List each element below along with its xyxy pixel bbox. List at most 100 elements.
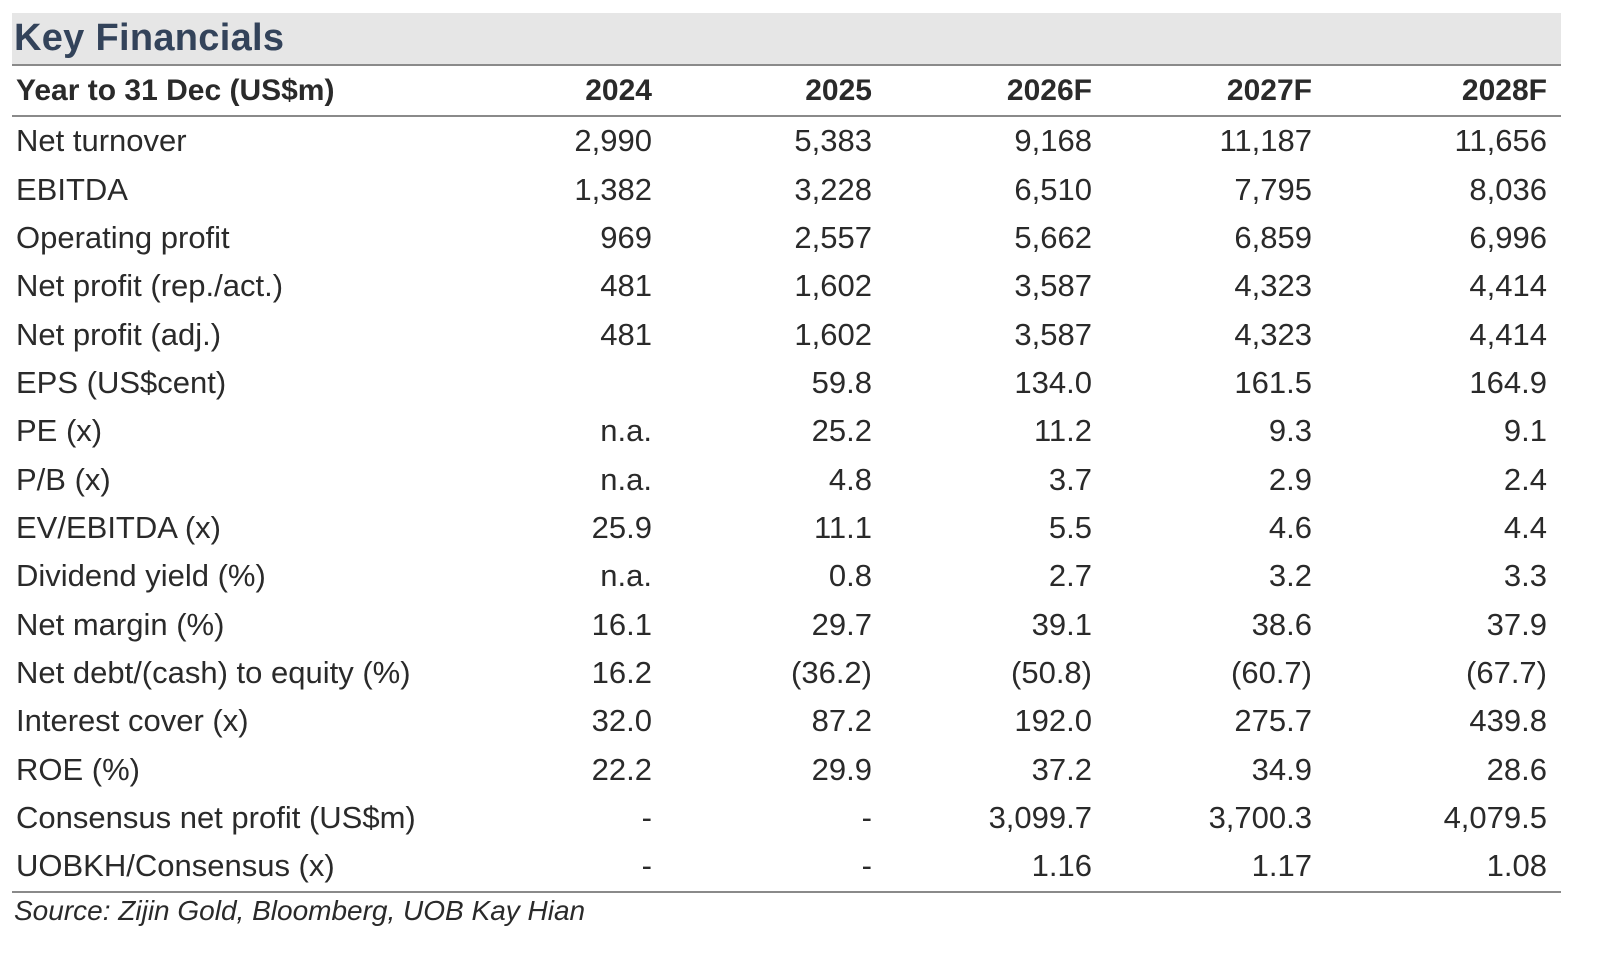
row-value: 4.8: [828, 461, 872, 497]
row-value: 1.17: [1106, 842, 1326, 893]
row-value: 16.1: [591, 606, 652, 642]
row-value: 3,587: [1014, 316, 1092, 352]
column-header-2027f: 2027F: [1106, 66, 1326, 117]
row-value: 25.2: [811, 413, 872, 449]
row-value: (50.8): [1011, 654, 1092, 690]
table-row: Net turnover 2,990 5,383 9,168 11,187 11,656: [12, 116, 1561, 165]
row-value: 4,414: [1469, 316, 1547, 352]
row-value: 32.0: [591, 703, 652, 739]
row-value: 4.6: [1268, 509, 1312, 545]
row-value: 25.9: [591, 509, 652, 545]
row-label: Net profit (adj.): [16, 316, 222, 352]
row-value: 8,036: [1469, 171, 1547, 207]
row-value: (36.2): [791, 654, 872, 690]
row-value: 4,079.5: [1443, 799, 1547, 835]
row-value: 2.4: [1503, 461, 1547, 497]
row-value: 192.0: [1014, 703, 1092, 739]
row-value: 134.0: [1014, 364, 1092, 400]
row-value: 2,557: [794, 219, 872, 255]
page-title: Key Financials: [14, 17, 285, 59]
row-value: 1,602: [794, 316, 872, 352]
row-value: 4,323: [1234, 316, 1312, 352]
table-row: UOBKH/Consensus (x) - -1.16 1.17 1.08: [12, 842, 1561, 893]
row-value: 3.2: [1268, 558, 1312, 594]
table-row: Consensus net profit (US$m) - - 3,099.7 3,70…: [12, 794, 1561, 842]
row-label: P/B (x): [16, 461, 111, 497]
row-value: (67.7): [1466, 654, 1547, 690]
row-value: 11.1: [813, 509, 872, 545]
row-value: 6,996: [1469, 219, 1547, 255]
table-row: EV/EBITDA (x) 25.9 11.1 5.5 4.6 4.4: [12, 504, 1561, 552]
row-value: 6,859: [1234, 219, 1312, 255]
row-value: 59.8: [811, 364, 872, 400]
column-header-label: Year to 31 Dec (US$m): [12, 66, 444, 117]
table-row: Net margin (%) 16.1 29.7 39.1 38.6 37.9: [12, 600, 1561, 648]
row-value: 164.9: [1469, 364, 1547, 400]
row-label: Net margin (%): [16, 606, 225, 642]
row-label: Operating profit: [16, 219, 230, 255]
row-value: 1.16: [886, 842, 1106, 893]
row-value: 481: [600, 316, 652, 352]
table-row: EBITDA 1,382 3,228 6,510 7,795 8,036: [12, 165, 1561, 213]
row-value: 4.4: [1503, 509, 1547, 545]
table-row: P/B (x) n.a. 4.8 3.7 2.9 2.4: [12, 455, 1561, 503]
table-row: PE (x) n.a. 25.2 11.2 9.3 9.1: [12, 407, 1561, 455]
row-value: 39.1: [1031, 606, 1092, 642]
row-value: 87.2: [811, 703, 872, 739]
row-value: 4,323: [1234, 268, 1312, 304]
row-label: Net debt/(cash) to equity (%): [16, 654, 411, 690]
row-label: EV/EBITDA (x): [16, 509, 221, 545]
row-value: n.a.: [600, 558, 652, 594]
row-value: 1,382: [574, 171, 652, 207]
row-value: 3,099.7: [988, 799, 1092, 835]
row-value: 9.1: [1503, 413, 1547, 449]
row-value: -: [666, 842, 886, 893]
row-value: 16.2: [591, 654, 652, 690]
row-value: 0.8: [828, 558, 872, 594]
row-value: 37.9: [1486, 606, 1547, 642]
row-value: 5,383: [794, 123, 872, 159]
row-value: 2.9: [1268, 461, 1312, 497]
table-row: Dividend yield (%) n.a. 0.8 2.7 3.2 3.3: [12, 552, 1561, 600]
table-row: Net debt/(cash) to equity (%) 16.2 (36.2) (…: [12, 649, 1561, 697]
row-label: Consensus net profit (US$m): [16, 799, 416, 835]
row-label: Net profit (rep./act.): [16, 268, 284, 304]
table-row: EPS (US$cent) 59.8 134.0 161.5 164.9: [12, 359, 1561, 407]
row-value: 3.3: [1503, 558, 1547, 594]
row-value: [444, 359, 666, 407]
row-value: 11,656: [1454, 123, 1547, 159]
row-value: 969: [600, 219, 652, 255]
row-value: n.a.: [600, 461, 652, 497]
row-value: 2.7: [1048, 558, 1092, 594]
row-value: 7,795: [1234, 171, 1312, 207]
row-value: 3,587: [1014, 268, 1092, 304]
row-value: 22.2: [591, 751, 652, 787]
table-body: Net turnover 2,990 5,383 9,168 11,187 11,656 E…: [12, 116, 1561, 893]
row-value: 5,662: [1014, 219, 1092, 255]
table-row: ROE (%) 22.2 29.9 37.2 34.9 28.6: [12, 745, 1561, 793]
row-label: Net turnover: [16, 123, 187, 159]
source-note: Source: Zijin Gold, Bloomberg, UOB Kay H…: [14, 894, 586, 926]
row-value: 4,414: [1469, 268, 1547, 304]
row-label: EBITDA: [16, 171, 128, 207]
row-value: 34.9: [1251, 751, 1312, 787]
row-label: Interest cover (x): [16, 703, 249, 739]
row-value: 2,990: [574, 123, 652, 159]
row-value: 481: [600, 268, 652, 304]
table-row: Net profit (adj.) 481 1,602 3,587 4,323 4,414: [12, 310, 1561, 358]
row-value: 29.7: [811, 606, 872, 642]
row-value: 1.08: [1326, 842, 1561, 893]
row-value: 3,700.3: [1208, 799, 1312, 835]
column-header-2028f: 2028F: [1326, 66, 1561, 117]
row-value: 1,602: [794, 268, 872, 304]
row-value: 37.2: [1031, 751, 1092, 787]
title-bar: Key Financials: [12, 13, 1561, 66]
row-label: PE (x): [16, 413, 103, 449]
column-header-2026f: 2026F: [886, 66, 1106, 117]
table-row: Operating profit 969 2,557 5,662 6,859 6,996: [12, 214, 1561, 262]
row-value: 38.6: [1251, 606, 1312, 642]
row-value: 11.2: [1033, 413, 1092, 449]
row-value: 29.9: [811, 751, 872, 787]
row-value: 6,510: [1014, 171, 1092, 207]
row-value: 28.6: [1486, 751, 1547, 787]
